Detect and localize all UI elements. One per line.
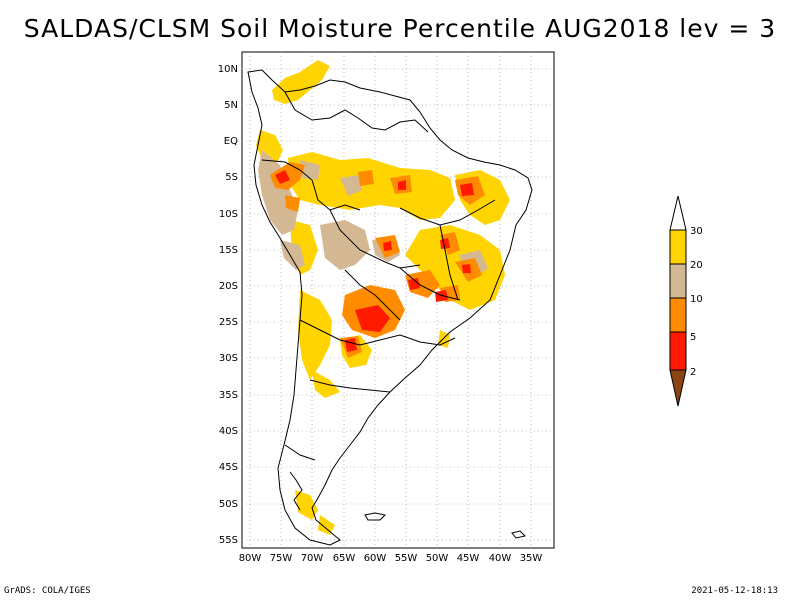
- lat-label: 35S: [219, 390, 238, 401]
- colorbar-swatch-30: [669, 229, 687, 265]
- colorbar-swatch-20: [669, 263, 687, 299]
- lon-label: 55W: [395, 553, 418, 564]
- lon-label: 35W: [520, 553, 543, 564]
- lon-label: 75W: [270, 553, 293, 564]
- lon-label: 60W: [364, 553, 387, 564]
- footer-timestamp: 2021-05-12-18:13: [691, 586, 778, 596]
- lat-label: 30S: [219, 353, 238, 364]
- colorbar: [669, 195, 687, 407]
- footer-credit: GrADS: COLA/IGES: [4, 586, 91, 596]
- colorbar-label: 30: [690, 226, 703, 237]
- colorbar-label: 2: [690, 367, 696, 378]
- lat-label: 25S: [219, 317, 238, 328]
- lat-label: 20S: [219, 281, 238, 292]
- colorbar-top-arrow: [669, 195, 687, 231]
- fill-20: [258, 150, 488, 278]
- lon-label: 50W: [426, 553, 449, 564]
- coastline: [247, 69, 533, 546]
- lat-label: 5N: [224, 100, 238, 111]
- map-title: SALDAS/CLSM Soil Moisture Percentile AUG…: [23, 14, 777, 43]
- lon-label: 45W: [457, 553, 480, 564]
- colorbar-swatch-5: [669, 331, 687, 371]
- lon-label: 65W: [333, 553, 356, 564]
- lon-labels: 80W 75W 70W 65W 60W 55W 50W 45W 40W 35W: [239, 553, 543, 564]
- lon-label: 70W: [301, 553, 324, 564]
- colorbar-bottom-arrow: [669, 369, 687, 407]
- lat-label: 55S: [219, 535, 238, 546]
- lat-label: 5S: [225, 172, 238, 183]
- colorbar-label: 5: [690, 332, 696, 343]
- colorbar-label: 10: [690, 294, 703, 305]
- lat-label: EQ: [224, 136, 238, 147]
- lat-label: 15S: [219, 245, 238, 256]
- lat-label: 10N: [218, 64, 238, 75]
- lat-label: 50S: [219, 499, 238, 510]
- colorbar-swatch-10: [669, 297, 687, 333]
- lon-label: 40W: [489, 553, 512, 564]
- lat-label: 10S: [219, 209, 238, 220]
- colorbar-labels: 30 20 10 5 2: [690, 226, 703, 378]
- fill-5: [275, 170, 474, 352]
- lat-label: 40S: [219, 426, 238, 437]
- lat-labels: 10N 5N EQ 5S 10S 15S 20S 25S 30S 35S 40S…: [218, 64, 238, 546]
- colorbar-label: 20: [690, 260, 703, 271]
- lat-label: 45S: [219, 462, 238, 473]
- lon-label: 80W: [239, 553, 262, 564]
- fill-30: [256, 60, 510, 535]
